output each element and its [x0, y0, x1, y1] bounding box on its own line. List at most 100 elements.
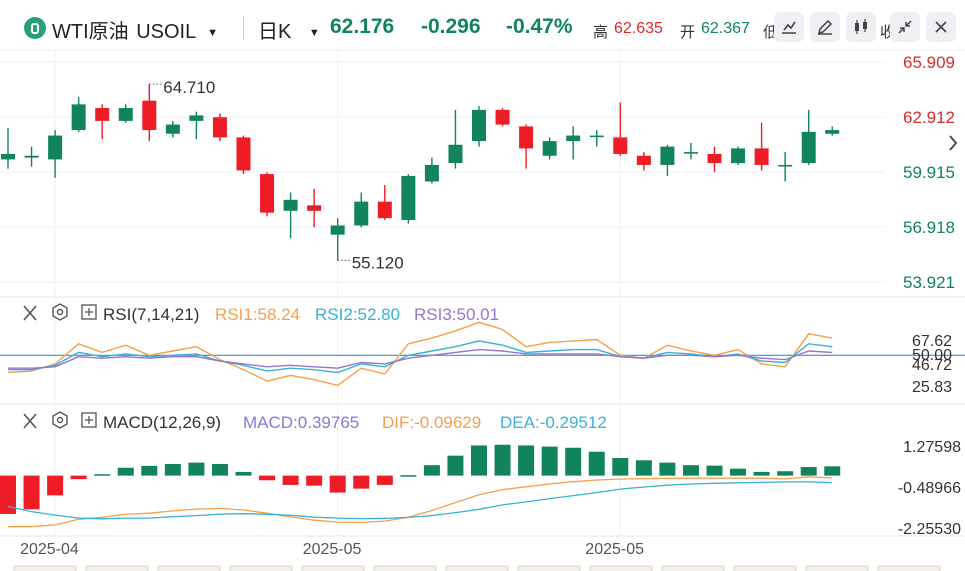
macd-histogram-bar [565, 447, 582, 476]
range-tab[interactable] [445, 565, 509, 571]
open-label: 开 [680, 24, 696, 41]
range-tab[interactable] [877, 565, 941, 571]
candle-body [189, 115, 204, 121]
macd-histogram-bar [0, 475, 16, 514]
macd-histogram-bar [447, 455, 464, 476]
rsi-title: RSI(7,14,21) [103, 305, 199, 324]
macd-histogram-bar [777, 471, 794, 476]
candle-body [377, 201, 392, 219]
close-icon[interactable] [926, 12, 956, 42]
candle-body [24, 155, 39, 158]
macd-histogram-bar [164, 464, 181, 476]
price-change-pct: -0.47% [506, 15, 573, 38]
candle-body [260, 174, 275, 213]
macd-histogram-bar [141, 465, 158, 476]
rsi-tick-label: 46.72 [912, 357, 952, 374]
max-annotation: 64.710 [163, 78, 215, 97]
range-tab[interactable] [661, 565, 725, 571]
scroll-right-chevron-icon[interactable] [949, 135, 958, 151]
macd-settings-icon[interactable] [52, 411, 68, 429]
candle-body [401, 175, 416, 220]
macd-histogram-bar [518, 445, 535, 476]
candle-body [801, 131, 816, 164]
macd-histogram-bar [376, 475, 393, 485]
candle-body [95, 108, 110, 121]
symbol-selector[interactable]: WTI原油 USOIL ▼ [52, 15, 218, 44]
time-tick-label: 2025-05 [303, 541, 362, 558]
macd-histogram-bar [329, 475, 346, 493]
macd-histogram-bar [94, 474, 111, 476]
chart-type-icon[interactable] [774, 12, 804, 42]
draw-pencil-icon[interactable] [810, 12, 840, 42]
macd-expand-icon[interactable] [81, 412, 97, 428]
candle-body [589, 135, 604, 138]
macd-histogram-bar [494, 444, 511, 476]
macd-histogram-bar [259, 475, 276, 481]
rsi-hide-icon[interactable] [23, 305, 37, 321]
macd-histogram-bar [541, 446, 558, 476]
indicator-candles-icon[interactable] [846, 12, 876, 42]
macd-histogram-bar [353, 475, 370, 489]
candle-body [165, 124, 180, 134]
macd-histogram-bar [47, 475, 64, 496]
range-tab[interactable] [301, 565, 365, 571]
macd-histogram-bar [471, 445, 487, 476]
candle-body [731, 148, 746, 164]
rsi2-label: RSI2:52.80 [315, 305, 400, 324]
macd-histogram-bar [682, 465, 699, 476]
price-change: -0.296 [421, 15, 481, 38]
range-tab[interactable] [157, 565, 221, 571]
rsi-expand-icon[interactable] [81, 304, 97, 320]
candle-body [48, 135, 63, 160]
last-price: 62.176 [330, 15, 395, 38]
range-tab[interactable] [373, 565, 437, 571]
rsi-settings-icon[interactable] [52, 303, 68, 321]
macd-histogram-bar [188, 462, 205, 476]
macd-label: MACD:0.39765 [243, 413, 359, 432]
period-caret-down-icon: ▼ [308, 26, 320, 39]
period-label: 日K [258, 21, 292, 43]
candle-body [448, 144, 463, 164]
rsi-tick-label: 25.83 [912, 379, 952, 396]
range-tab[interactable] [805, 565, 869, 571]
macd-pane [0, 444, 841, 528]
macd-hide-icon[interactable] [23, 413, 37, 429]
range-tab[interactable] [517, 565, 581, 571]
candle-body [636, 155, 651, 165]
candle-body [307, 205, 322, 211]
candle-body [613, 137, 628, 154]
symbol-name: WTI原油 [52, 21, 129, 43]
rsi-series-line-3 [8, 348, 833, 369]
rsi1-label: RSI1:58.24 [215, 305, 300, 324]
macd-histogram-bar [306, 475, 323, 486]
rsi-tick-label: 50.00 [912, 347, 952, 364]
candle-body [472, 109, 486, 142]
range-tab[interactable] [733, 565, 797, 571]
candle-body [283, 199, 298, 211]
caret-down-icon: ▼ [207, 26, 218, 39]
candle-body [707, 153, 722, 164]
range-tab[interactable] [13, 565, 77, 571]
open-value: 62.367 [701, 20, 750, 37]
candle-body [71, 104, 86, 131]
range-tab[interactable] [85, 565, 149, 571]
candle-body [1, 153, 15, 160]
range-tab[interactable] [229, 565, 293, 571]
period-selector[interactable]: 日K ▼ [258, 15, 320, 44]
rsi-series-line-2 [8, 340, 833, 374]
collapse-icon[interactable] [890, 12, 920, 42]
macd-tick-label: 1.27598 [903, 439, 961, 456]
macd-histogram-bar [211, 464, 228, 476]
macd-histogram-bar [423, 465, 440, 476]
rsi-series-line-1 [7, 321, 833, 387]
macd-histogram-bar [753, 471, 770, 476]
candle-body [495, 109, 510, 125]
candle-body [212, 117, 227, 138]
candle-body [142, 100, 157, 131]
min-annotation: 55.120 [352, 253, 404, 272]
range-tab[interactable] [589, 565, 653, 571]
time-tick-label: 2025-05 [585, 541, 644, 558]
dif-label: DIF:-0.09629 [382, 413, 481, 432]
time-tick-label: 2025-04 [20, 541, 79, 558]
